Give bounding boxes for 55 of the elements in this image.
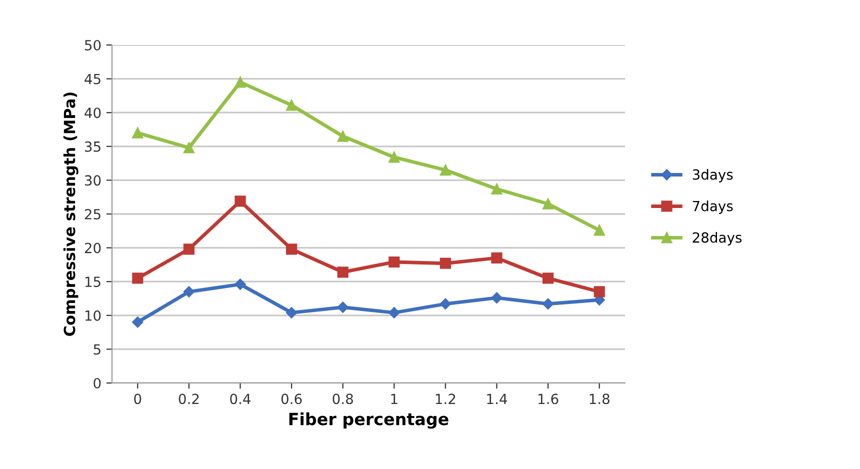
- point: [388, 256, 400, 268]
- legend-label: 3days: [692, 169, 733, 182]
- x-tick-label: 1.4: [487, 394, 508, 404]
- y-tick-label: 5: [94, 344, 100, 355]
- point: [388, 307, 400, 318]
- x-tick-label: 1: [391, 394, 398, 404]
- point: [594, 286, 605, 298]
- y-tick-label: 10: [85, 310, 101, 321]
- y-tick-label: 35: [84, 141, 100, 152]
- point: [234, 196, 246, 207]
- legend-label: 28days: [692, 232, 742, 246]
- point: [388, 152, 400, 163]
- point: [183, 142, 195, 154]
- point: [286, 100, 298, 111]
- point: [542, 272, 554, 284]
- y-axis-title: Compressive strength (MPa): [63, 92, 78, 336]
- x-tick-label: 0: [134, 394, 142, 404]
- x-tick-label: 1.8: [590, 394, 610, 404]
- point: [594, 224, 605, 236]
- point: [542, 198, 554, 210]
- point: [286, 244, 298, 255]
- point: [286, 307, 298, 318]
- point: [132, 272, 144, 284]
- x-tick-label: 1.2: [436, 394, 456, 404]
- point: [440, 164, 452, 176]
- point: [440, 258, 452, 269]
- point: [440, 298, 452, 310]
- y-tick-label: 0: [94, 378, 101, 388]
- x-tick-label: 0.6: [281, 394, 302, 404]
- y-tick-label: 40: [84, 108, 101, 118]
- point: [337, 302, 348, 313]
- point: [183, 286, 195, 298]
- legend-label: 7days: [692, 200, 733, 214]
- point: [183, 244, 195, 255]
- y-tick-label: 25: [84, 208, 100, 220]
- x-tick-label: 1.6: [538, 394, 558, 404]
- x-tick-label: 0.4: [230, 394, 251, 404]
- y-tick-label: 45: [84, 74, 100, 84]
- point: [491, 252, 502, 264]
- y-tick-label: 30: [84, 175, 101, 186]
- point: [132, 316, 144, 328]
- x-tick-label: 0.2: [178, 394, 199, 404]
- y-tick-label: 50: [84, 40, 101, 50]
- point: [132, 127, 144, 138]
- point: [234, 278, 246, 290]
- x-axis-title: Fiber percentage: [289, 412, 448, 429]
- point: [542, 298, 554, 310]
- y-tick-label: 15: [85, 276, 100, 288]
- point: [491, 183, 502, 195]
- x-tick-label: 0.8: [332, 394, 353, 404]
- point: [337, 130, 348, 142]
- point: [234, 76, 246, 88]
- y-tick-label: 20: [84, 242, 101, 254]
- point: [337, 266, 348, 278]
- point: [491, 292, 502, 304]
